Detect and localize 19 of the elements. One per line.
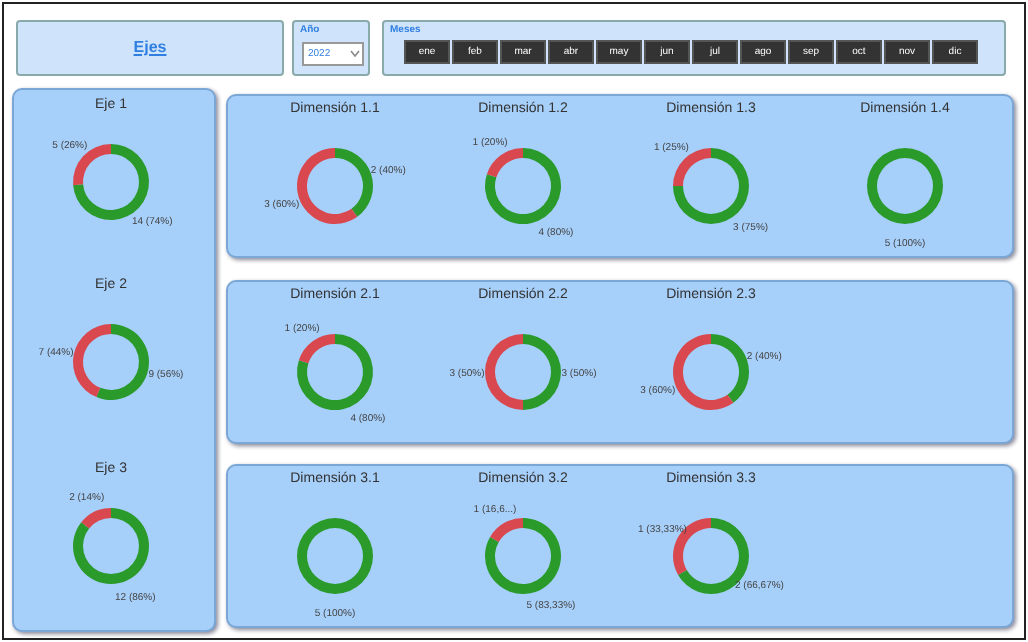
donut-slice: [73, 508, 149, 584]
donut-slice: [485, 518, 561, 594]
donut-slice: [673, 148, 711, 186]
donut-slice: [297, 148, 358, 224]
donut-slice: [81, 508, 111, 529]
donut-slice: [335, 148, 373, 217]
donut-slice: [298, 334, 335, 364]
donut-slice: [711, 334, 749, 403]
donut-slice: [673, 148, 749, 224]
donut-slice: [673, 334, 734, 410]
donut-slice: [490, 518, 523, 542]
donut-slice: [485, 334, 523, 410]
donut-slice: [297, 334, 373, 410]
donut-slice: [486, 148, 523, 178]
donut-slice: [485, 148, 561, 224]
donut-slice: [73, 324, 111, 398]
donut-slice: [96, 324, 149, 400]
text: Ejes: [131, 38, 169, 56]
donut-slice: [523, 334, 561, 410]
